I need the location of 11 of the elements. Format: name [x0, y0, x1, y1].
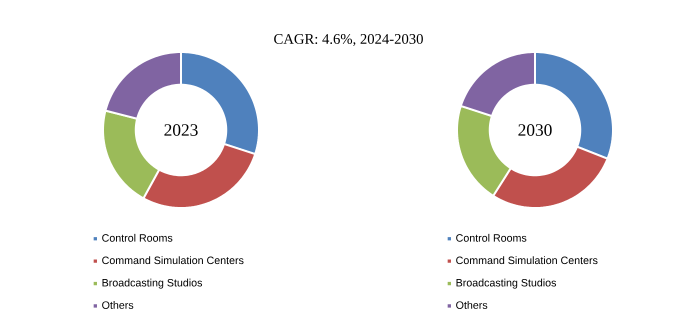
legend-label: Broadcasting Studios — [456, 278, 556, 289]
legend-label: Command Simulation Centers — [456, 256, 598, 264]
legend-label: Command Simulation Centers — [102, 256, 244, 264]
legend-label: Control Rooms — [102, 234, 172, 242]
text: CAGR: 4.6%, 2024-2030 — [274, 34, 423, 46]
text: 2023 — [164, 124, 198, 136]
legend-label: Control Rooms — [456, 234, 526, 242]
legend-label: Broadcasting Studios — [102, 278, 202, 289]
legend-label: Others — [102, 301, 134, 309]
legend-label: Others — [456, 301, 488, 309]
text: 2030 — [518, 124, 552, 136]
